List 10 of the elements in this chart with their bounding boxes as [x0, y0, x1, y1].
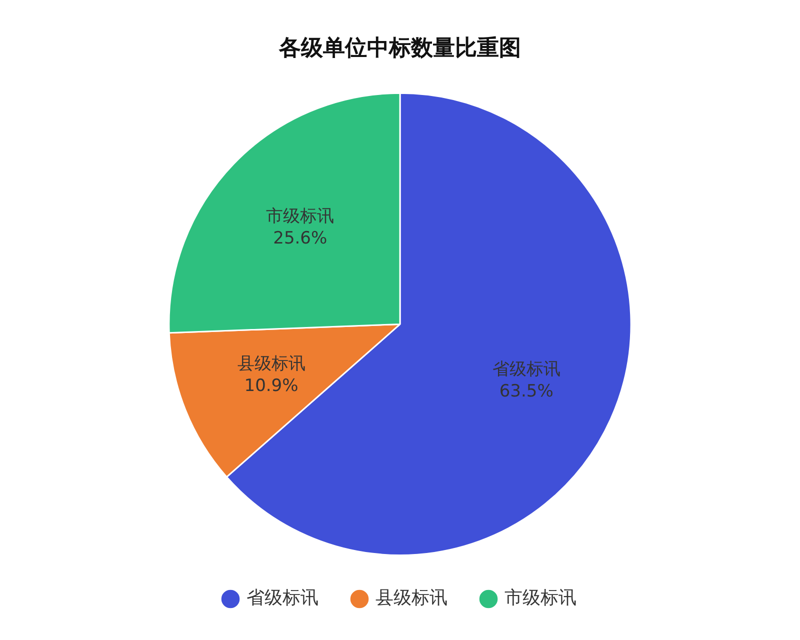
legend-label: 县级标讯	[376, 588, 448, 609]
slice-label: 市级标讯	[266, 206, 334, 226]
slice-label: 省级标讯	[492, 360, 560, 380]
legend-label: 省级标讯	[246, 588, 318, 609]
data-label: 25.6%	[273, 228, 328, 248]
slice-label: 县级标讯	[237, 354, 306, 374]
data-label: 10.9%	[244, 376, 298, 396]
data-label: 63.5%	[499, 382, 554, 402]
chart-title: 各级单位中标数量比重图	[278, 36, 521, 61]
legend-label: 市级标讯	[504, 588, 576, 609]
